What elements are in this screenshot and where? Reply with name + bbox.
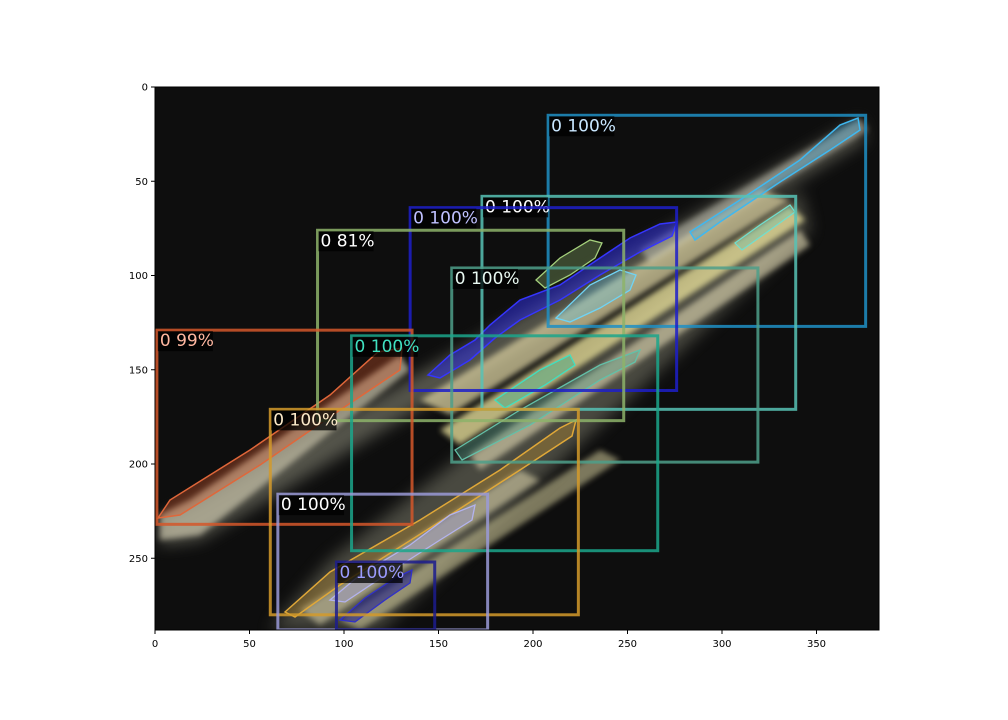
detection-label-bg (278, 495, 345, 516)
detection-box (155, 328, 414, 526)
detection-label-bg (337, 563, 403, 584)
axes-frame (154, 86, 880, 631)
detection-label-bg (452, 268, 518, 289)
detection-label-bg (352, 336, 418, 357)
detection-label: 0 100% (413, 209, 478, 229)
detection-lightblue: 0 100% (546, 113, 868, 328)
detection-navy: 0 100% (408, 206, 679, 392)
detection-label: 0 100% (339, 563, 404, 583)
detection-label-bg (318, 231, 374, 252)
detection-label: 0 100% (281, 495, 346, 515)
mask-greenteal (454, 348, 642, 461)
x-tick-label: 250 (618, 639, 637, 650)
detection-box (316, 228, 626, 423)
detection-boxes: 0 100% 0 100% 0 100% 0 81% 0 100% 0 99% 0 100%… (155, 113, 868, 630)
x-tick-label: 200 (523, 639, 542, 650)
detection-box (408, 206, 679, 392)
y-tick-label: 50 (135, 177, 148, 188)
detection-label-bg (411, 208, 477, 229)
detection-label: 0 81% (321, 231, 375, 251)
y-tick-label: 250 (129, 554, 148, 565)
y-tick-label: 100 (129, 271, 148, 282)
detection-label: 0 100% (551, 116, 616, 136)
mask-teal (554, 269, 637, 323)
y-tick-label: 0 (142, 83, 148, 94)
detection-label: 0 100% (355, 337, 420, 357)
y-tick-label: 200 (129, 460, 148, 471)
detection-box (480, 194, 798, 411)
x-tick-label: 300 (712, 639, 731, 650)
detection-box (350, 334, 660, 553)
x-tick-label: 150 (429, 639, 448, 650)
detection-label-bg (157, 331, 213, 352)
detection-seagreen: 0 100% (350, 334, 660, 553)
detection-label: 0 99% (160, 331, 214, 351)
detection-gold: 0 100% (268, 407, 580, 617)
mask-lightblue (688, 116, 861, 242)
detection-label-bg (549, 116, 615, 137)
x-tick-label: 50 (243, 639, 256, 650)
detection-image: 0 100% 0 100% 0 100% 0 81% 0 100% 0 99% 0 100%… (155, 87, 879, 630)
detection-orange: 0 99% (155, 328, 414, 526)
detection-greenteal: 0 100% (450, 266, 760, 464)
detection-box (268, 407, 580, 617)
y-axis: 0 50 100 150 200 250 (129, 83, 155, 565)
x-tick-label: 100 (334, 639, 353, 650)
detection-label-bg (271, 410, 337, 431)
x-tick-label: 350 (807, 639, 826, 650)
x-axis: 0 50 100 150 200 250 300 350 (152, 630, 826, 650)
detection-box (450, 266, 760, 464)
detection-olive: 0 81% (316, 228, 626, 423)
detection-label: 0 100% (455, 269, 520, 289)
y-tick-label: 150 (129, 365, 148, 376)
x-tick-label: 0 (152, 639, 158, 650)
detection-label: 0 100% (273, 410, 338, 430)
detection-box (546, 113, 868, 328)
